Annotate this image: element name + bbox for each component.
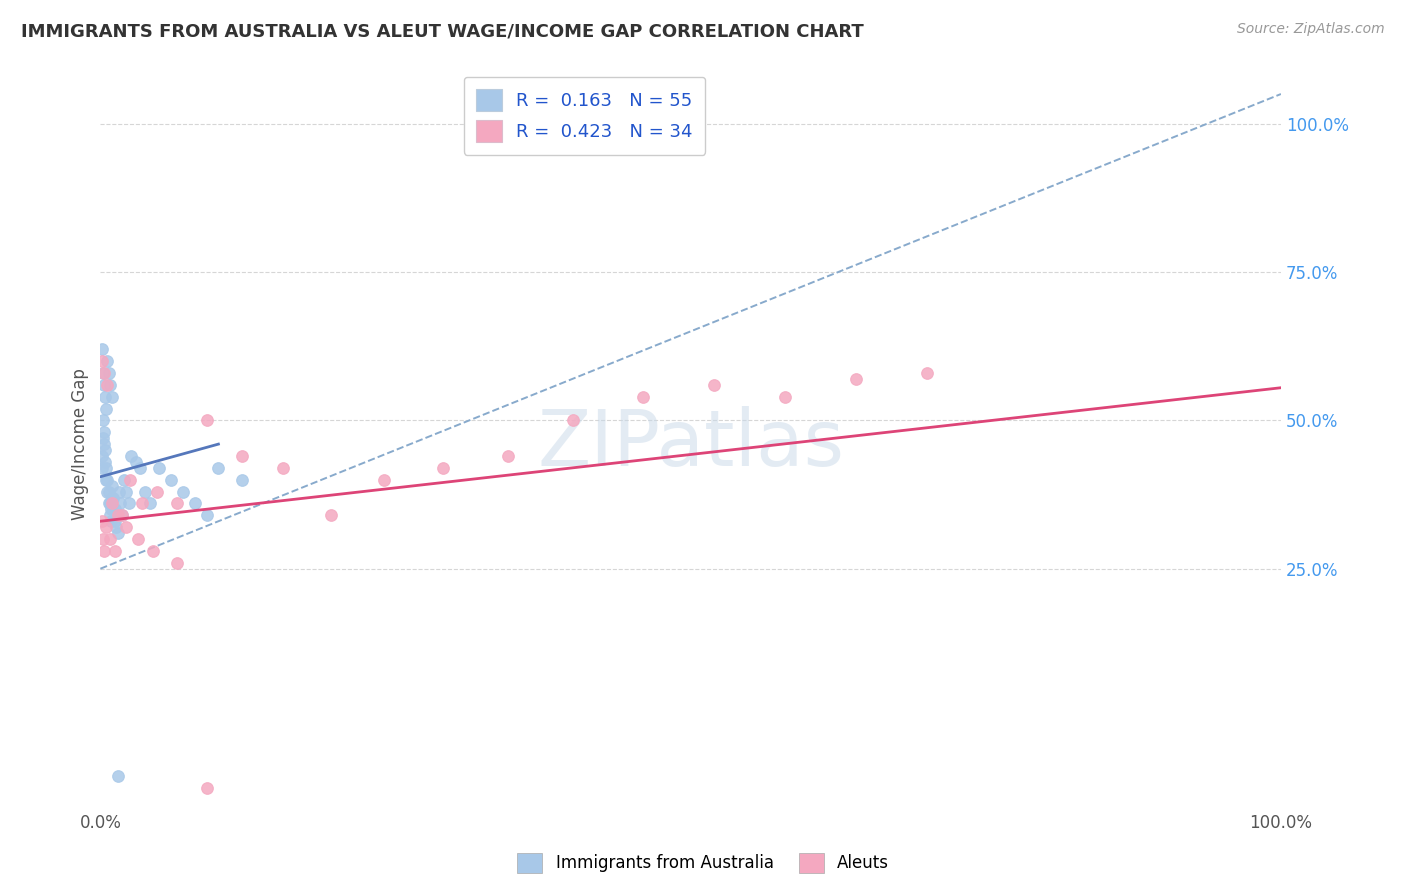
- Point: [319, 508, 342, 523]
- Point: [94, 443, 117, 458]
- Point: [103, 502, 125, 516]
- Point: [93, 544, 115, 558]
- Point: [100, 502, 122, 516]
- Text: Source: ZipAtlas.com: Source: ZipAtlas.com: [1237, 22, 1385, 37]
- Point: [107, 508, 129, 523]
- Point: [231, 449, 253, 463]
- Legend: R =  0.163   N = 55, R =  0.423   N = 34: R = 0.163 N = 55, R = 0.423 N = 34: [464, 77, 706, 155]
- Point: [96, 520, 118, 534]
- Point: [98, 532, 121, 546]
- Point: [118, 473, 141, 487]
- Point: [98, 508, 121, 523]
- Point: [496, 449, 519, 463]
- Point: [231, 473, 253, 487]
- Text: IMMIGRANTS FROM AUSTRALIA VS ALEUT WAGE/INCOME GAP CORRELATION CHART: IMMIGRANTS FROM AUSTRALIA VS ALEUT WAGE/…: [21, 22, 863, 40]
- Point: [142, 544, 165, 558]
- Point: [195, 413, 218, 427]
- Point: [96, 377, 118, 392]
- Point: [96, 484, 118, 499]
- Point: [96, 473, 118, 487]
- Point: [93, 437, 115, 451]
- Point: [103, 544, 125, 558]
- Point: [120, 449, 142, 463]
- Point: [90, 449, 112, 463]
- Point: [97, 366, 120, 380]
- Point: [96, 401, 118, 416]
- Point: [129, 460, 152, 475]
- Point: [98, 496, 121, 510]
- Point: [91, 431, 114, 445]
- Point: [97, 484, 120, 499]
- Point: [108, 484, 131, 499]
- Point: [184, 496, 207, 510]
- Point: [110, 508, 132, 523]
- Point: [146, 484, 169, 499]
- Point: [101, 478, 124, 492]
- Point: [96, 460, 118, 475]
- Point: [93, 425, 115, 440]
- Point: [91, 413, 114, 427]
- Point: [104, 520, 127, 534]
- Point: [112, 473, 135, 487]
- Point: [107, 526, 129, 541]
- Point: [195, 781, 218, 796]
- Point: [105, 508, 128, 523]
- Point: [166, 556, 188, 570]
- Point: [273, 460, 295, 475]
- Point: [101, 491, 124, 505]
- Point: [107, 769, 129, 783]
- Point: [432, 460, 454, 475]
- Point: [96, 354, 118, 368]
- Point: [172, 484, 194, 499]
- Point: [91, 532, 114, 546]
- Point: [125, 455, 148, 469]
- Point: [101, 496, 124, 510]
- Point: [90, 354, 112, 368]
- Point: [94, 390, 117, 404]
- Point: [373, 473, 395, 487]
- Point: [845, 372, 868, 386]
- Point: [90, 514, 112, 528]
- Point: [96, 473, 118, 487]
- Point: [103, 491, 125, 505]
- Point: [131, 496, 153, 510]
- Point: [93, 377, 115, 392]
- Point: [103, 502, 125, 516]
- Point: [90, 342, 112, 356]
- Point: [773, 390, 796, 404]
- Point: [633, 390, 655, 404]
- Point: [160, 473, 183, 487]
- Point: [207, 460, 229, 475]
- Point: [561, 413, 583, 427]
- Text: ZIPatlas: ZIPatlas: [537, 406, 844, 482]
- Point: [115, 484, 138, 499]
- Point: [139, 496, 162, 510]
- Point: [166, 496, 188, 510]
- Legend: Immigrants from Australia, Aleuts: Immigrants from Australia, Aleuts: [510, 847, 896, 880]
- Point: [103, 514, 125, 528]
- Point: [115, 520, 138, 534]
- Y-axis label: Wage/Income Gap: Wage/Income Gap: [72, 368, 89, 520]
- Point: [91, 366, 114, 380]
- Point: [110, 508, 132, 523]
- Point: [90, 460, 112, 475]
- Point: [148, 460, 170, 475]
- Point: [127, 532, 149, 546]
- Point: [118, 496, 141, 510]
- Point: [110, 496, 132, 510]
- Point: [97, 496, 120, 510]
- Point: [94, 455, 117, 469]
- Point: [915, 366, 938, 380]
- Point: [93, 366, 115, 380]
- Point: [101, 390, 124, 404]
- Point: [195, 508, 218, 523]
- Point: [134, 484, 156, 499]
- Point: [98, 377, 121, 392]
- Point: [100, 514, 122, 528]
- Point: [703, 377, 725, 392]
